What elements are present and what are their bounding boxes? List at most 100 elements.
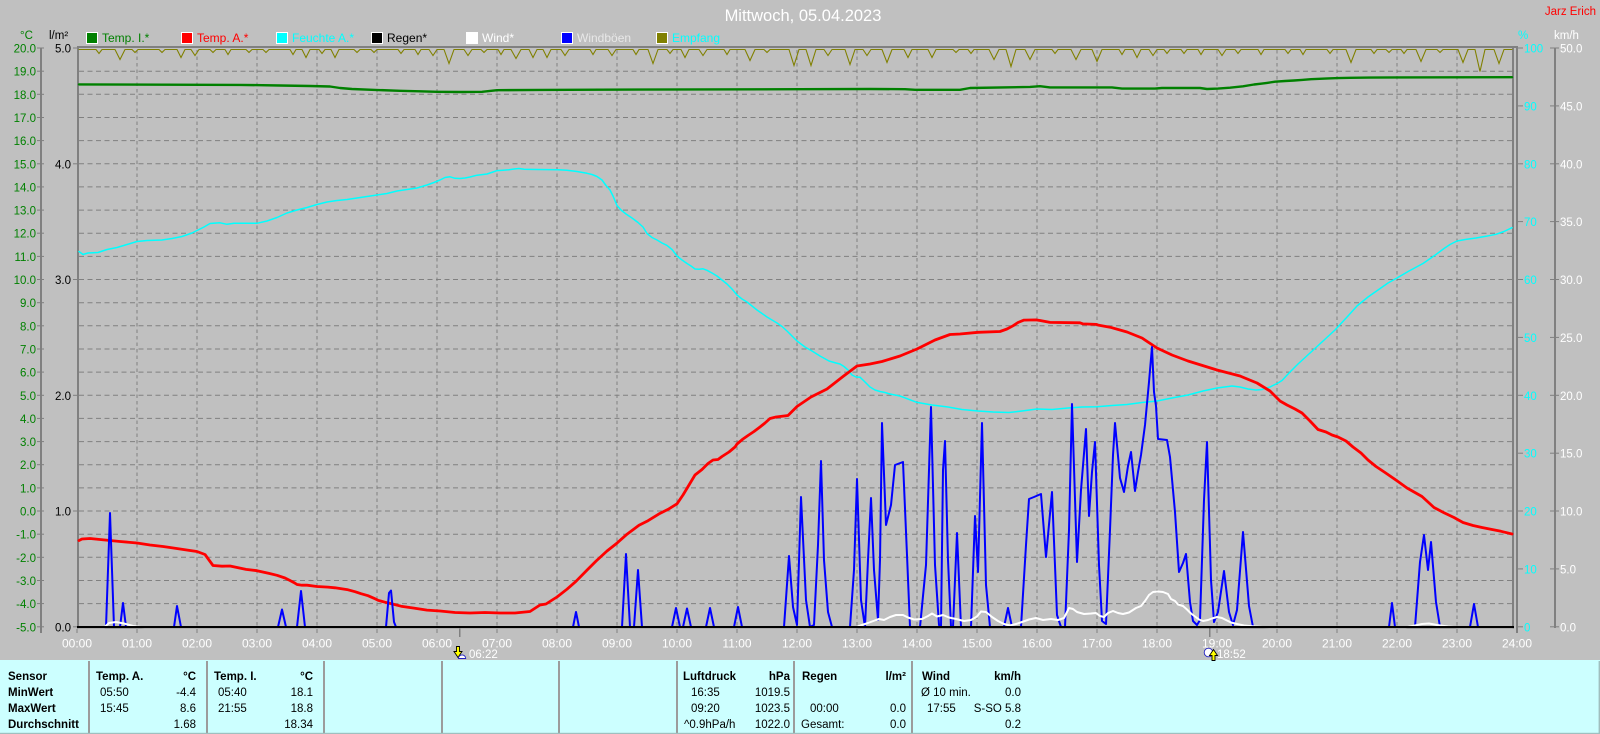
svg-text:l/m²: l/m²	[886, 671, 907, 683]
svg-text:18.34: 18.34	[284, 719, 313, 731]
svg-text:Jarz Erich: Jarz Erich	[1545, 6, 1596, 18]
svg-text:50: 50	[1524, 333, 1537, 345]
svg-text:5.0: 5.0	[20, 391, 36, 403]
svg-text:hPa: hPa	[769, 671, 791, 683]
svg-text:km/h: km/h	[1554, 30, 1579, 42]
svg-text:8.0: 8.0	[20, 321, 36, 333]
svg-text:20:00: 20:00	[1262, 637, 1292, 651]
svg-text:1023.5: 1023.5	[755, 703, 790, 715]
svg-text:-4.0: -4.0	[16, 599, 36, 611]
svg-text:35.0: 35.0	[1560, 217, 1582, 229]
svg-text:00:00: 00:00	[62, 637, 92, 651]
svg-text:45.0: 45.0	[1560, 101, 1582, 113]
svg-text:l/m²: l/m²	[49, 30, 68, 42]
svg-text:16:00: 16:00	[1022, 637, 1052, 651]
svg-text:1.68: 1.68	[174, 719, 196, 731]
svg-text:50.0: 50.0	[1560, 44, 1582, 56]
svg-text:2.0: 2.0	[20, 460, 36, 472]
svg-text:10.0: 10.0	[1560, 507, 1582, 519]
svg-text:30: 30	[1524, 449, 1537, 461]
svg-text:20.0: 20.0	[14, 44, 36, 56]
svg-text:10.0: 10.0	[14, 275, 36, 287]
svg-text:0.0: 0.0	[20, 507, 36, 519]
svg-text:0.2: 0.2	[1005, 719, 1021, 731]
svg-text:05:50: 05:50	[100, 687, 129, 699]
svg-text:11.0: 11.0	[14, 252, 36, 264]
svg-text:Durchschnitt: Durchschnitt	[8, 719, 79, 731]
svg-text:03:00: 03:00	[242, 637, 272, 651]
svg-text:°C: °C	[300, 671, 313, 683]
svg-text:Temp. A.: Temp. A.	[96, 671, 143, 683]
svg-text:60: 60	[1524, 275, 1537, 287]
svg-text:MinWert: MinWert	[8, 687, 53, 699]
svg-text:30.0: 30.0	[1560, 275, 1582, 287]
svg-text:17:00: 17:00	[1082, 637, 1112, 651]
svg-text:5.0: 5.0	[55, 44, 71, 56]
svg-text:5.0: 5.0	[1560, 564, 1576, 576]
svg-text:19:00: 19:00	[1202, 637, 1232, 651]
svg-text:0.0: 0.0	[890, 719, 906, 731]
svg-text:90: 90	[1524, 101, 1537, 113]
svg-text:18:52: 18:52	[1217, 649, 1246, 661]
svg-text:23:00: 23:00	[1442, 637, 1472, 651]
svg-text:Temp. A.*: Temp. A.*	[197, 31, 249, 45]
svg-text:Wind*: Wind*	[482, 31, 514, 45]
svg-text:-4.4: -4.4	[176, 687, 196, 699]
svg-text:9.0: 9.0	[20, 298, 36, 310]
svg-text:09:20: 09:20	[691, 703, 720, 715]
svg-text:20.0: 20.0	[1560, 391, 1582, 403]
svg-text:-2.0: -2.0	[16, 553, 36, 565]
svg-text:10: 10	[1524, 564, 1537, 576]
svg-text:20: 20	[1524, 507, 1537, 519]
svg-text:17.0: 17.0	[14, 113, 36, 125]
svg-text:22:00: 22:00	[1382, 637, 1412, 651]
svg-text:0.0: 0.0	[55, 622, 71, 634]
svg-text:17:55: 17:55	[927, 703, 956, 715]
svg-text:18.1: 18.1	[291, 687, 313, 699]
svg-text:Empfang: Empfang	[672, 31, 720, 45]
svg-text:15.0: 15.0	[1560, 449, 1582, 461]
svg-text:Temp. I.: Temp. I.	[214, 671, 257, 683]
svg-text:°C: °C	[183, 671, 196, 683]
svg-text:19.0: 19.0	[14, 67, 36, 79]
svg-text:10:00: 10:00	[662, 637, 692, 651]
svg-text:16.0: 16.0	[14, 136, 36, 148]
svg-text:-3.0: -3.0	[16, 576, 36, 588]
svg-text:01:00: 01:00	[122, 637, 152, 651]
svg-text:05:00: 05:00	[362, 637, 392, 651]
svg-text:18.8: 18.8	[291, 703, 313, 715]
svg-text:100: 100	[1524, 44, 1543, 56]
svg-text:13.0: 13.0	[14, 206, 36, 218]
svg-text:25.0: 25.0	[1560, 333, 1582, 345]
svg-text:Regen*: Regen*	[387, 31, 427, 45]
svg-text:15.0: 15.0	[14, 159, 36, 171]
svg-text:-5.0: -5.0	[16, 622, 36, 634]
svg-text:24:00: 24:00	[1502, 637, 1532, 651]
svg-text:15:45: 15:45	[100, 703, 129, 715]
svg-text:1022.0: 1022.0	[755, 719, 790, 731]
svg-text:04:00: 04:00	[302, 637, 332, 651]
svg-text:13:00: 13:00	[842, 637, 872, 651]
svg-text:3.0: 3.0	[55, 275, 71, 287]
svg-text:%: %	[1518, 30, 1528, 42]
svg-text:Luftdruck: Luftdruck	[683, 671, 737, 683]
svg-text:0.0: 0.0	[890, 703, 906, 715]
svg-text:km/h: km/h	[994, 671, 1021, 683]
svg-text:Temp. I.*: Temp. I.*	[102, 31, 150, 45]
svg-text:02:00: 02:00	[182, 637, 212, 651]
svg-text:6.0: 6.0	[20, 368, 36, 380]
svg-text:00:00: 00:00	[810, 703, 839, 715]
svg-text:06:22: 06:22	[469, 649, 498, 661]
svg-text:18.0: 18.0	[14, 90, 36, 102]
svg-text:Ø 10 min.: Ø 10 min.	[921, 687, 971, 699]
svg-text:07:00: 07:00	[482, 637, 512, 651]
svg-text:8.6: 8.6	[180, 703, 196, 715]
svg-text:11:00: 11:00	[722, 637, 751, 651]
svg-text:70: 70	[1524, 217, 1537, 229]
svg-text:16:35: 16:35	[691, 687, 720, 699]
svg-text:^0.9hPa/h: ^0.9hPa/h	[684, 719, 735, 731]
svg-text:12.0: 12.0	[14, 229, 36, 241]
svg-text:06:00: 06:00	[422, 637, 452, 651]
svg-text:40.0: 40.0	[1560, 159, 1582, 171]
svg-text:12:00: 12:00	[782, 637, 812, 651]
